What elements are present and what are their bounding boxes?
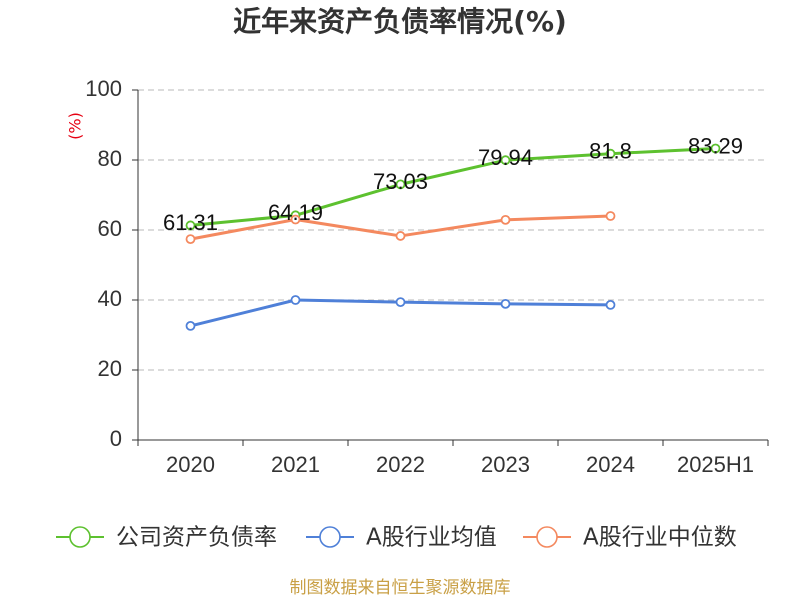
x-tick-label: 2022 [376,452,425,477]
source-note: 制图数据来自恒生聚源数据库 [290,578,511,598]
y-tick-label: 100 [85,76,122,101]
series-1-line [189,146,717,227]
legend-item-1[interactable]: 公司资产负债率 [56,525,277,551]
legend-item-3[interactable]: A股行业中位数 [523,525,737,551]
legend-label: 公司资产负债率 [116,525,277,551]
y-tick-label: 0 [110,426,122,451]
y-axis-unit-label: (%) [66,112,85,140]
legend-label: A股行业均值 [366,525,497,551]
data-label: 83.29 [688,133,743,158]
series-3-point [500,214,511,225]
axes: 0 20 40 60 80 100 2020 2021 2022 2023 2024 2025H1 [85,76,769,477]
data-label: 81.8 [589,139,632,164]
series-3-point [290,214,301,225]
legend-item-2[interactable]: A股行业均值 [306,525,497,551]
series-1-point [710,143,721,154]
series-1-point [185,220,196,231]
series-3-point [185,234,196,245]
series-2-point [605,299,616,310]
x-tick-label: 2025H1 [677,452,754,477]
series-2-point [290,295,301,305]
data-labels: 61.31 64.19 73.03 79.94 81.8 83.29 [163,133,743,235]
legend: 公司资产负债率 A股行业均值 A股行业中位数 [56,525,737,551]
series-layer [185,143,721,331]
data-label: 61.31 [163,210,218,235]
series-1-point [605,148,616,159]
legend-circle-icon [69,526,91,548]
series-2-point [500,298,511,309]
x-tick-label: 2021 [271,452,320,477]
data-label: 73.03 [373,169,428,194]
y-tick-label: 80 [98,146,122,171]
series-3-point [395,231,406,241]
legend-circle-icon [319,526,341,548]
series-2-point [185,320,196,331]
chart-title: 近年来资产负债率情况(%) [233,5,567,38]
series-3-point [605,211,616,221]
series-1-point [500,155,511,166]
series-2-point [395,297,406,308]
data-label: 79.94 [478,145,533,170]
y-tick-label: 20 [98,356,122,381]
x-tick-label: 2023 [481,452,530,477]
y-tick-label: 60 [98,216,122,241]
legend-circle-icon [536,526,558,548]
y-tick-label: 40 [98,286,122,311]
x-tick-label: 2024 [586,452,635,477]
data-label: 64.19 [268,200,323,225]
legend-label: A股行业中位数 [583,525,737,551]
series-1-point [395,179,406,190]
x-tick-label: 2020 [166,452,215,477]
